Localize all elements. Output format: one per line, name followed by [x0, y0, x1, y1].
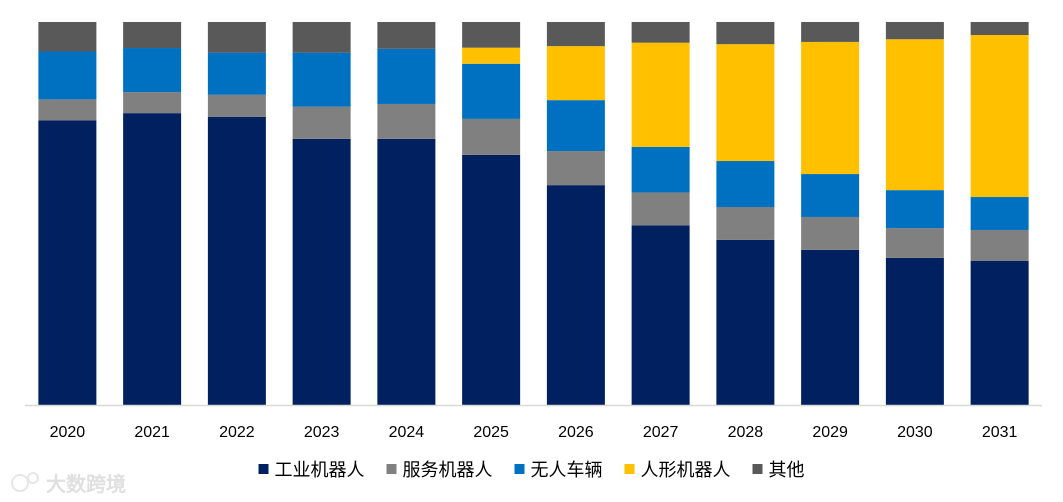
- bar-segment-2028-series-2: [716, 161, 775, 207]
- legend-item: 其他: [752, 460, 805, 481]
- legend-item: 人形机器人: [624, 460, 731, 481]
- legend-swatch: [258, 464, 269, 474]
- bar-segment-2026-series-3: [546, 46, 605, 101]
- bar-segment-2025-series-2: [462, 63, 521, 119]
- bar-segment-2025-series-3: [462, 47, 521, 64]
- x-tick-label: 2020: [50, 424, 86, 441]
- bar-segment-2031-series-0: [970, 260, 1029, 405]
- bar-segment-2024-series-2: [377, 48, 436, 104]
- bar-segment-2022-series-4: [207, 22, 266, 53]
- x-tick-label: 2023: [304, 424, 340, 441]
- bar-segment-2022-series-0: [207, 116, 266, 405]
- legend-label: 工业机器人: [275, 460, 365, 481]
- bar-segment-2023-series-1: [292, 106, 351, 139]
- x-tick-label: 2021: [134, 424, 170, 441]
- bar-segment-2030-series-0: [885, 257, 944, 405]
- legend-label: 人形机器人: [641, 460, 731, 481]
- x-tick-label: 2022: [219, 424, 255, 441]
- x-tick-label: 2031: [982, 424, 1018, 441]
- bar-segment-2023-series-2: [292, 52, 351, 107]
- bar-segment-2026-series-1: [546, 151, 605, 186]
- bar-segment-2031-series-3: [970, 35, 1029, 198]
- legend-swatch: [514, 464, 525, 474]
- watermark: 大数跨境: [11, 472, 126, 496]
- bar-segment-2023-series-4: [292, 22, 351, 53]
- legend-swatch: [624, 464, 635, 474]
- bar-segment-2021-series-4: [123, 22, 182, 49]
- bar-segment-2021-series-0: [123, 113, 182, 406]
- bar-segment-2020-series-1: [38, 99, 97, 121]
- x-tick-label: 2029: [812, 424, 848, 441]
- bar-segment-2027-series-3: [631, 42, 690, 147]
- bar-segment-2020-series-0: [38, 120, 97, 406]
- bar-segment-2029-series-2: [801, 174, 860, 217]
- bar-segment-2024-series-0: [377, 138, 436, 405]
- bar-segment-2031-series-2: [970, 197, 1029, 230]
- x-tick-label: 2025: [473, 424, 509, 441]
- bar-segment-2028-series-3: [716, 44, 775, 162]
- x-tick-label: 2027: [643, 424, 679, 441]
- legend-swatch: [752, 464, 763, 474]
- bar-segment-2026-series-2: [546, 100, 605, 152]
- bar-segment-2024-series-4: [377, 22, 436, 49]
- bar-segment-2028-series-0: [716, 239, 775, 405]
- x-tick-labels: 2020 2021 2022 2023 2024 2025 2026 2027 2028 2029…: [50, 424, 1018, 441]
- bar-segment-2020-series-2: [38, 51, 97, 100]
- legend: 工业机器人 服务机器人 无人车辆 人形机器人 其他: [258, 460, 805, 481]
- x-tick-label: 2030: [897, 424, 933, 441]
- bar-segment-2026-series-4: [546, 22, 605, 47]
- legend-item: 工业机器人: [258, 460, 365, 481]
- bar-segment-2029-series-0: [801, 249, 860, 405]
- bar-segment-2029-series-3: [801, 41, 860, 175]
- bar-segment-2030-series-1: [885, 228, 944, 258]
- bar-segment-2023-series-0: [292, 138, 351, 405]
- legend-item: 无人车辆: [514, 460, 603, 481]
- bar-segment-2021-series-2: [123, 48, 182, 93]
- bar-segment-2024-series-1: [377, 103, 436, 139]
- bar-segment-2022-series-1: [207, 94, 266, 117]
- legend-label: 服务机器人: [403, 460, 493, 481]
- x-tick-label: 2024: [389, 424, 425, 441]
- bar-segment-2031-series-1: [970, 229, 1029, 261]
- watermark-text: 大数跨境: [46, 472, 126, 496]
- bar-segment-2029-series-4: [801, 22, 860, 42]
- bar-segment-2020-series-4: [38, 22, 97, 52]
- bar-segment-2025-series-4: [462, 22, 521, 48]
- bar-segment-2030-series-4: [885, 22, 944, 40]
- bar-segment-2031-series-4: [970, 22, 1029, 36]
- bar-segment-2027-series-0: [631, 225, 690, 405]
- bar-segment-2025-series-0: [462, 154, 521, 405]
- legend-swatch: [386, 464, 397, 474]
- bar-segment-2030-series-3: [885, 39, 944, 191]
- watermark-logo-icon: [11, 472, 39, 492]
- bars-layer: [38, 22, 1029, 406]
- bar-segment-2022-series-2: [207, 52, 266, 95]
- bar-segment-2030-series-2: [885, 190, 944, 229]
- bar-segment-2028-series-4: [716, 22, 775, 45]
- legend-label: 无人车辆: [531, 460, 603, 481]
- bar-segment-2027-series-1: [631, 192, 690, 226]
- legend-item: 服务机器人: [386, 460, 493, 481]
- bar-segment-2025-series-1: [462, 118, 521, 155]
- legend-label: 其他: [769, 460, 805, 481]
- bar-segment-2028-series-1: [716, 206, 775, 240]
- x-tick-label: 2026: [558, 424, 594, 441]
- bar-segment-2027-series-2: [631, 146, 690, 193]
- bar-segment-2021-series-1: [123, 92, 182, 114]
- bar-segment-2027-series-4: [631, 22, 690, 43]
- x-tick-label: 2028: [728, 424, 764, 441]
- bar-segment-2029-series-1: [801, 216, 860, 250]
- bar-segment-2026-series-0: [546, 185, 605, 405]
